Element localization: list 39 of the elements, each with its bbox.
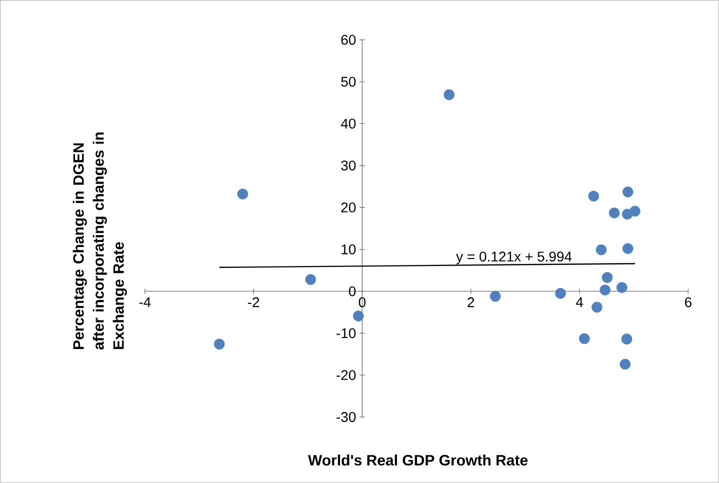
- point: [602, 272, 613, 283]
- y-tick-label: 50: [341, 76, 356, 87]
- x-tick-label: -4: [139, 297, 151, 308]
- point: [588, 190, 600, 202]
- point: [305, 274, 316, 286]
- point: [620, 358, 631, 370]
- point: [596, 244, 607, 256]
- y-tick-label: 30: [341, 160, 356, 171]
- y-tick-label: 40: [340, 118, 356, 129]
- x-tick-label: 2: [468, 297, 474, 308]
- point: [579, 333, 590, 344]
- point: [630, 206, 640, 217]
- point: [444, 89, 455, 100]
- y-tick-label: -30: [336, 412, 356, 422]
- point: [237, 188, 248, 200]
- point: [353, 310, 364, 322]
- point: [600, 284, 610, 296]
- y-tick-label: 60: [341, 34, 356, 45]
- point: [608, 208, 620, 218]
- y-axis-title: Percentage Change in DGEN after incorporating changes in Exchange Rate: [72, 132, 127, 350]
- x-tick-label: -2: [248, 297, 260, 308]
- point: [214, 338, 225, 350]
- point: [555, 288, 566, 299]
- x-tick-label: 4: [576, 297, 584, 308]
- y-tick-label: 20: [341, 202, 356, 212]
- x-axis-title: World's Real GDP Growth Rate: [308, 454, 528, 466]
- point: [622, 243, 634, 254]
- y-tick-label: -20: [336, 370, 356, 380]
- point: [621, 334, 632, 345]
- point: [490, 290, 501, 302]
- y-tick-label: 0: [348, 286, 356, 296]
- annotation: y = 0.121x + 5.994: [456, 252, 572, 264]
- x-tick-label: 0: [358, 297, 366, 308]
- point: [616, 282, 628, 293]
- x-tick-label: 6: [685, 297, 692, 308]
- point: [622, 186, 634, 198]
- y-tick-label: 10: [342, 244, 356, 254]
- y-tick-label: -10: [336, 328, 356, 338]
- point: [592, 302, 602, 313]
